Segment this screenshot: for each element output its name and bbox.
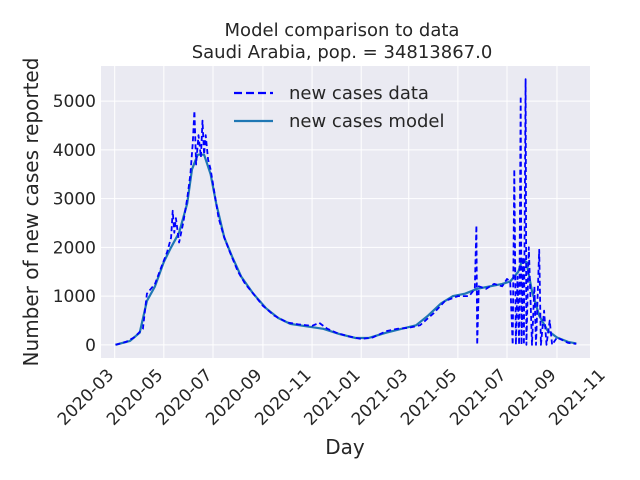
- legend: new cases data new cases model: [234, 83, 444, 132]
- y-tick-label: 5000: [53, 92, 96, 112]
- y-axis-label: Number of new cases reported: [19, 58, 43, 367]
- y-tick-label: 3000: [53, 190, 96, 210]
- series-line-data: [115, 78, 577, 346]
- grid-lines: [101, 66, 607, 358]
- chart-title-line2: Saudi Arabia, pop. = 34813867.0: [192, 42, 493, 63]
- plot-area: [101, 66, 590, 358]
- series-layer: [115, 78, 577, 346]
- chart-title-line1: Model comparison to data: [225, 20, 460, 41]
- y-tick-label: 0: [85, 336, 96, 356]
- legend-label-model: new cases model: [289, 111, 444, 132]
- y-tick-label: 4000: [53, 141, 96, 161]
- legend-label-data: new cases data: [289, 83, 429, 104]
- y-tick-label: 2000: [53, 238, 96, 258]
- x-axis-label: Day: [325, 435, 365, 459]
- y-tick-labels: 0 1000 2000 3000 4000 5000: [53, 92, 96, 356]
- y-tick-label: 1000: [53, 287, 96, 307]
- x-tick-labels: 2020-032020-052020-072020-092020-112021-…: [54, 365, 610, 429]
